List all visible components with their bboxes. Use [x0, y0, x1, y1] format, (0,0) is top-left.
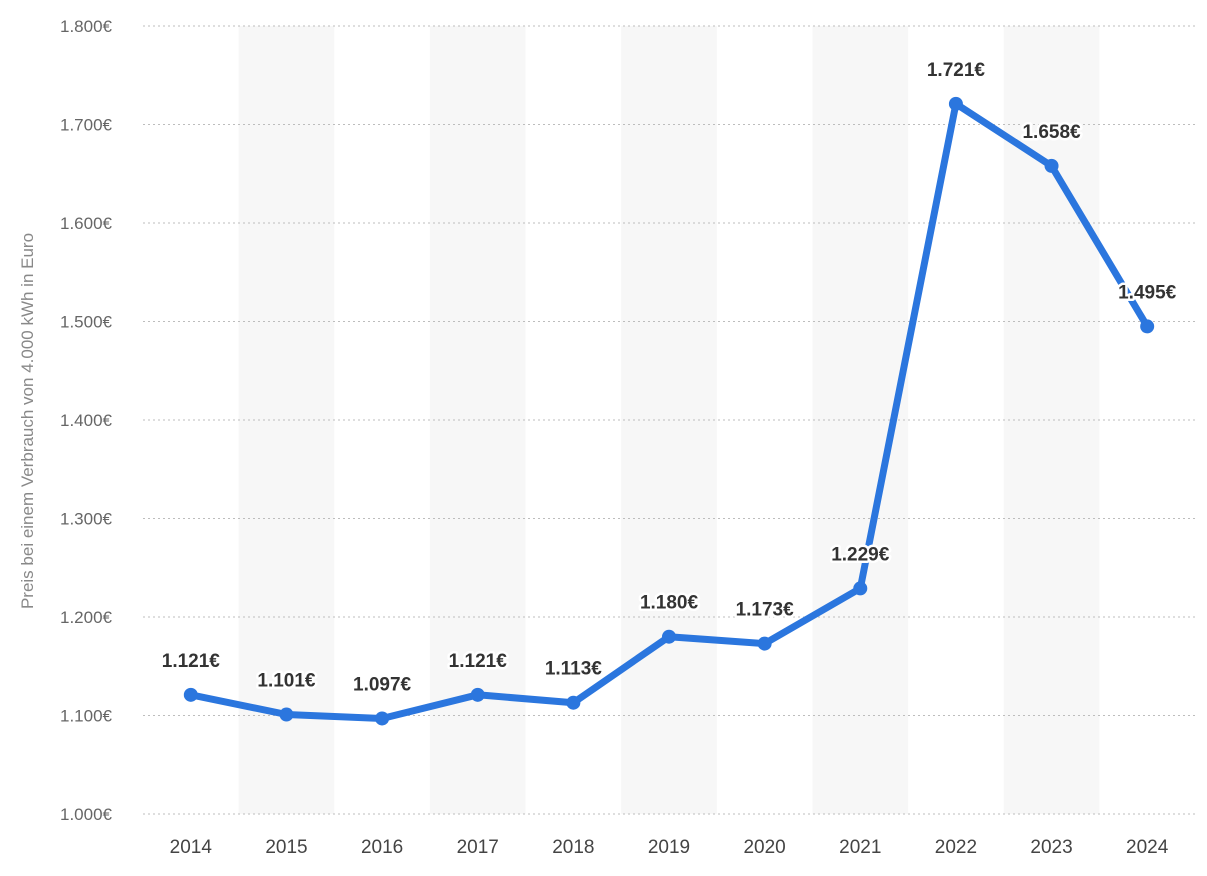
data-point	[948, 96, 963, 111]
data-label: 1.229€	[831, 544, 890, 565]
y-tick-label: 1.100€	[60, 707, 113, 726]
x-axis-tick-labels: 2014 2015 2016 2017 2018 2019 2020 2021 2022 2023…	[170, 837, 1169, 858]
y-tick-label: 1.600€	[60, 214, 113, 233]
x-tick-label: 2014	[170, 837, 213, 858]
data-point	[853, 581, 868, 596]
data-label: 1.658€	[1022, 122, 1081, 143]
x-tick-label: 2023	[1030, 837, 1072, 858]
y-tick-label: 1.500€	[60, 313, 113, 332]
y-axis-tick-labels: 1.000€ 1.100€ 1.200€ 1.300€ 1.400€ 1.500€ 1.60…	[60, 17, 113, 824]
x-tick-label: 2020	[743, 837, 785, 858]
data-points	[183, 96, 1155, 726]
x-tick-label: 2017	[457, 837, 499, 858]
y-tick-label: 1.200€	[60, 608, 113, 627]
data-point	[183, 687, 198, 702]
x-tick-label: 2016	[361, 837, 403, 858]
data-label: 1.180€	[640, 593, 699, 614]
x-tick-label: 2024	[1126, 837, 1169, 858]
data-point	[757, 636, 772, 651]
x-tick-label: 2022	[935, 837, 977, 858]
data-point	[662, 629, 676, 644]
data-label: 1.121€	[162, 651, 221, 672]
data-point	[1044, 158, 1059, 173]
data-label: 1.721€	[927, 60, 986, 81]
x-tick-label: 2015	[265, 837, 307, 858]
data-label: 1.495€	[1118, 282, 1177, 303]
y-axis-label: Preis bei einem Verbrauch von 4.000 kWh …	[18, 233, 37, 609]
y-tick-label: 1.000€	[60, 805, 113, 824]
data-point	[470, 687, 485, 702]
data-labels: 1.121€ 1.101€ 1.097€ 1.121€ 1.113€ 1.180€ 1.17…	[159, 57, 1179, 698]
data-label: 1.173€	[736, 600, 795, 621]
y-tick-label: 1.400€	[60, 411, 113, 430]
data-label: 1.101€	[257, 671, 316, 692]
y-tick-label: 1.700€	[60, 116, 113, 135]
data-label: 1.097€	[353, 674, 412, 695]
x-tick-label: 2019	[648, 837, 690, 858]
y-tick-label: 1.800€	[60, 17, 113, 36]
x-tick-label: 2018	[552, 837, 594, 858]
data-label: 1.113€	[545, 659, 602, 680]
y-tick-label: 1.300€	[60, 510, 113, 529]
data-point	[279, 707, 294, 722]
data-point	[566, 695, 581, 710]
horizontal-gridlines	[143, 25, 1195, 815]
data-point	[1140, 319, 1155, 334]
data-point	[375, 711, 390, 726]
x-tick-label: 2021	[839, 837, 881, 858]
data-label: 1.121€	[449, 651, 508, 672]
